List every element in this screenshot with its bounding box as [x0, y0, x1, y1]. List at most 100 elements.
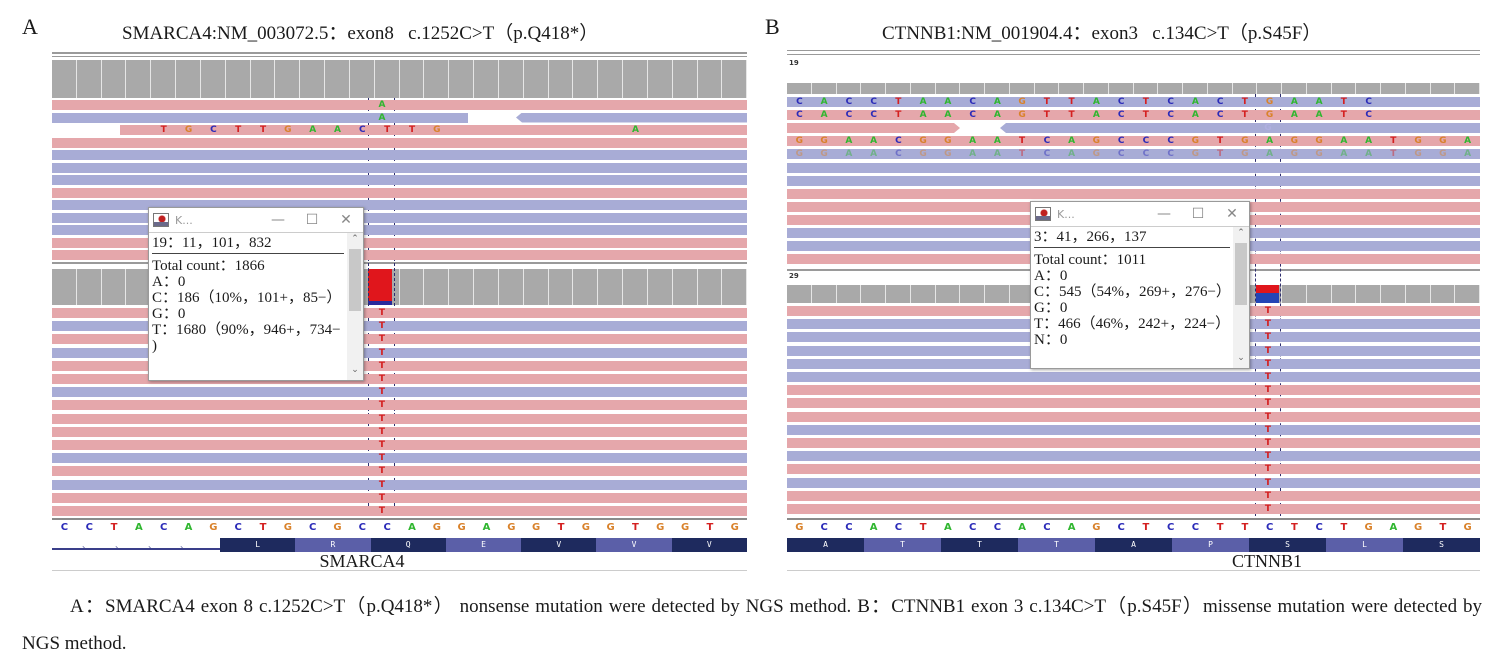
mismatch-base: T: [1264, 490, 1272, 501]
base: [722, 125, 747, 135]
coverage-bin: [623, 60, 648, 98]
base: T: [1068, 110, 1075, 120]
allele-popup-a[interactable]: K... — ☐ ✕ 19：11，101，832 Total count：186…: [148, 207, 364, 381]
popup-scrollbar[interactable]: ⌃ ⌄: [347, 233, 363, 380]
base: G: [944, 136, 952, 146]
base: C: [895, 136, 902, 146]
mismatch-base: T: [378, 479, 386, 490]
base: T: [1142, 97, 1149, 107]
coverage-bin: [886, 83, 911, 94]
base: A: [870, 149, 878, 159]
base: C: [1043, 149, 1051, 159]
base: A: [944, 97, 952, 107]
coverage-bin: [375, 269, 400, 305]
read: [787, 385, 1480, 396]
base: G: [944, 149, 952, 159]
read: [52, 400, 747, 411]
allele-fraction-c: [368, 301, 392, 305]
base: [1381, 97, 1406, 107]
coverage-bin: [985, 83, 1010, 94]
base: [102, 125, 127, 135]
coverage-bin: [1282, 285, 1307, 303]
intron-line: › › › ›: [52, 542, 220, 556]
base: C: [1365, 110, 1372, 120]
coverage-bin: [375, 60, 400, 98]
base: T: [1241, 97, 1248, 107]
scroll-thumb[interactable]: [1235, 243, 1247, 305]
base: G: [1241, 149, 1249, 159]
total-count: Total count：1011: [1034, 252, 1147, 268]
amino-acid: A: [787, 538, 864, 552]
coverage-bin: [960, 285, 985, 303]
amino-acid: V: [596, 538, 672, 552]
mismatch-base: T: [378, 506, 386, 516]
reference-base: G: [532, 522, 541, 533]
base: T: [1068, 97, 1075, 107]
amino-acid: V: [671, 538, 747, 552]
base: T: [1340, 110, 1347, 120]
amino-acid: T: [941, 538, 1018, 552]
mismatch-base: T: [1264, 319, 1272, 330]
maximize-button[interactable]: ☐: [1191, 206, 1205, 222]
coverage-bin: [722, 269, 748, 305]
strand-arrow-icon: ›: [148, 543, 152, 552]
coverage-bin: [151, 60, 177, 98]
base: A: [1290, 97, 1298, 107]
amino-acid: Q: [370, 538, 446, 552]
read: [52, 479, 747, 490]
coverage-bin: [201, 60, 226, 98]
reference-base: C: [894, 522, 903, 533]
coverage-bin: [1431, 285, 1456, 303]
read: [52, 360, 747, 371]
base: C: [1142, 136, 1150, 146]
popup-scrollbar[interactable]: ⌃ ⌄: [1233, 227, 1249, 368]
amino-acid: T: [1018, 538, 1095, 552]
base: T: [1390, 149, 1397, 159]
minimize-button[interactable]: —: [271, 212, 285, 228]
reference-base: T: [259, 522, 267, 533]
base: C: [1167, 97, 1174, 107]
coverage-bin: [722, 60, 748, 98]
read: [52, 200, 747, 210]
base: C: [845, 110, 853, 120]
base: A: [1092, 97, 1100, 107]
allele-popup-b[interactable]: K... — ☐ ✕ 3：41，266，137 Total count：1011…: [1030, 201, 1250, 369]
reference-base: C: [309, 522, 317, 533]
mismatch-base: T: [378, 466, 386, 477]
base: A: [1315, 110, 1323, 120]
coverage-bin: [325, 60, 350, 98]
read: [52, 308, 747, 318]
gene-name: CTNNB1: [1231, 551, 1302, 571]
base: T: [1043, 110, 1050, 120]
read: [52, 492, 747, 503]
reference-base: G: [606, 522, 615, 533]
base: A: [820, 97, 828, 107]
minimize-button[interactable]: —: [1157, 206, 1171, 222]
scroll-up-icon[interactable]: ⌃: [351, 234, 359, 244]
allele-c-count: C：545（54%，269+，276−）: [1034, 284, 1231, 300]
close-button[interactable]: ✕: [340, 212, 352, 228]
read: [787, 372, 1480, 382]
maximize-button[interactable]: ☐: [305, 212, 319, 228]
reference-base: T: [919, 522, 927, 533]
read: [52, 100, 747, 110]
mismatch-base: T: [1264, 306, 1272, 316]
base: A: [1365, 136, 1373, 146]
scroll-down-icon[interactable]: ⌄: [351, 365, 359, 375]
close-button[interactable]: ✕: [1226, 206, 1238, 222]
coverage-bin: [52, 60, 77, 98]
scroll-up-icon[interactable]: ⌃: [1237, 228, 1245, 238]
scroll-down-icon[interactable]: ⌄: [1237, 353, 1245, 363]
mismatch-base: T: [378, 347, 386, 358]
base: A: [1464, 136, 1472, 146]
panel-a-title: SMARCA4:NM_003072.5：exon8 c.1252C>T（p.Q4…: [122, 23, 599, 44]
amino-acid: S: [1403, 538, 1480, 552]
coverage-bin: [1431, 83, 1456, 94]
base: A: [1191, 110, 1199, 120]
center-line-right: [394, 98, 395, 516]
scroll-thumb[interactable]: [349, 249, 361, 311]
base: [549, 125, 574, 135]
